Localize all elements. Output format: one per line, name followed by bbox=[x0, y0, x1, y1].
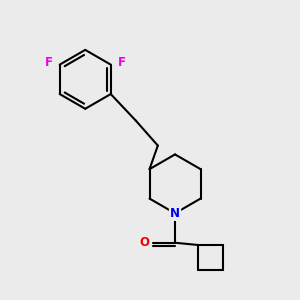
Text: F: F bbox=[118, 56, 126, 69]
Text: O: O bbox=[140, 236, 150, 249]
Text: F: F bbox=[44, 56, 52, 69]
Text: N: N bbox=[170, 207, 180, 220]
